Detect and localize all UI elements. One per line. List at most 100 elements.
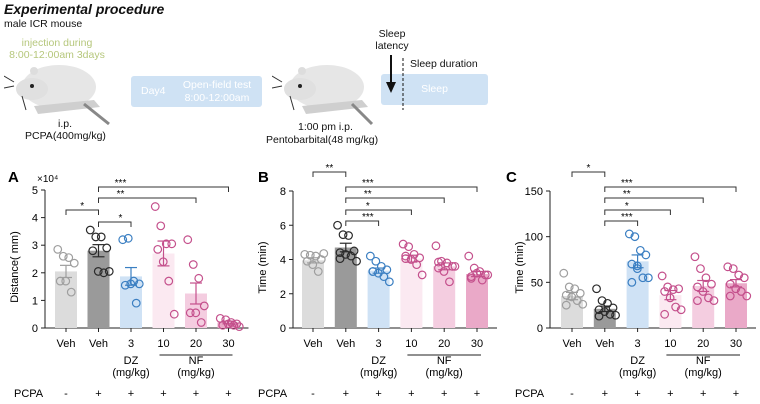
- data-point: [592, 284, 601, 294]
- dz-unit: (mg/kg): [360, 367, 397, 379]
- significance-label: *: [586, 163, 590, 174]
- data-point: [96, 232, 106, 242]
- mouse-illustration-1: [4, 65, 110, 126]
- pcpa-sign: +: [343, 388, 349, 400]
- data-point: [693, 296, 702, 306]
- data-point: [603, 298, 612, 308]
- data-point: [64, 253, 74, 263]
- x-tick-label: 20: [190, 338, 202, 350]
- data-point: [352, 256, 361, 266]
- pcpa-sign: +: [193, 388, 199, 400]
- data-point: [564, 282, 574, 292]
- pcpa-sign: +: [375, 388, 381, 400]
- data-point: [153, 244, 163, 254]
- data-point: [635, 245, 645, 255]
- significance-bracket: [604, 197, 704, 203]
- data-point: [398, 239, 408, 249]
- data-point: [66, 287, 76, 297]
- y-tick-label: 0: [32, 323, 38, 335]
- x-tick-label: Veh: [304, 338, 323, 350]
- data-point: [118, 235, 128, 245]
- data-point: [335, 248, 345, 258]
- y-tick-label: 1: [32, 295, 38, 307]
- ip-label-1: i.p.: [58, 118, 73, 130]
- x-tick-label: 30: [471, 338, 483, 350]
- pcpa-sign: +: [667, 388, 673, 400]
- data-point: [412, 260, 422, 270]
- data-point: [123, 233, 133, 243]
- pcpa-sign: +: [408, 388, 414, 400]
- y-tick-label: 150: [525, 186, 543, 198]
- injection-line-1: injection during: [21, 37, 93, 49]
- data-point: [448, 261, 457, 271]
- data-point: [660, 309, 670, 319]
- data-point: [736, 287, 746, 296]
- data-point: [404, 242, 414, 252]
- significance-label: *: [119, 213, 123, 224]
- data-point: [611, 310, 620, 320]
- data-point: [605, 309, 615, 319]
- sleep-box: Sleep: [381, 74, 488, 105]
- data-point: [693, 282, 702, 292]
- y-tick-label: 50: [531, 277, 543, 289]
- data-point: [657, 271, 667, 281]
- significance-bracket: [604, 209, 671, 215]
- y-axis-label: Time (min): [257, 241, 269, 293]
- data-point: [196, 318, 206, 327]
- x-tick-label: 3: [376, 338, 382, 350]
- data-point: [725, 291, 735, 301]
- data-point: [709, 296, 719, 306]
- data-point: [630, 232, 640, 242]
- pcpa-dose-label: PCPA(400mg/kg): [25, 130, 106, 142]
- data-point: [707, 279, 716, 289]
- data-point: [559, 268, 569, 278]
- x-tick-label: Veh: [563, 338, 582, 350]
- significance-bracket: [312, 171, 347, 177]
- pcpa-sign: +: [474, 388, 480, 400]
- nf-label: NF: [437, 355, 452, 367]
- data-point: [164, 276, 174, 286]
- nf-unit: (mg/kg): [685, 367, 722, 379]
- sleep-latency-label: Sleep latency: [366, 28, 418, 52]
- x-tick-label: Veh: [57, 338, 76, 350]
- pcpa-sign: +: [160, 388, 166, 400]
- data-point: [131, 298, 141, 308]
- x-tick-label: 30: [730, 338, 742, 350]
- data-point: [674, 284, 684, 294]
- bar-c-5: [725, 283, 747, 328]
- significance-bracket: [98, 221, 132, 227]
- day4-label: Day4: [141, 85, 166, 97]
- pcpa-sign: +: [225, 388, 231, 400]
- nf-unit: (mg/kg): [177, 367, 214, 379]
- nf-label: NF: [696, 355, 711, 367]
- significance-label: *: [625, 201, 629, 212]
- significance-label: ***: [621, 178, 633, 189]
- pcpa-sign: +: [95, 388, 101, 400]
- data-point: [104, 267, 114, 276]
- mouse-illustration-2: [272, 65, 374, 126]
- data-point: [344, 231, 353, 240]
- pentobarbital-label: Pentobarbital(48 mg/kg): [266, 134, 379, 146]
- ip-label-2: 1:00 pm i.p.: [298, 121, 353, 133]
- sleep-latency-line-1: Sleep: [378, 28, 406, 40]
- data-point: [725, 279, 735, 289]
- sleep-latency-line-2: latency: [375, 40, 409, 52]
- data-point: [696, 264, 705, 274]
- data-point: [58, 251, 68, 261]
- sleep-box-label: Sleep: [421, 83, 448, 95]
- pcpa-sign: +: [634, 388, 640, 400]
- bar-b-4: [433, 266, 456, 328]
- y-tick-label: 0: [537, 323, 543, 335]
- bar-a-1: [87, 250, 110, 328]
- pcpa-sign: +: [700, 388, 706, 400]
- data-point: [660, 287, 670, 296]
- bar-c-4: [692, 285, 715, 328]
- significance-bracket: [98, 197, 197, 203]
- significance-label: ***: [362, 212, 374, 223]
- significance-bracket: [345, 197, 445, 203]
- data-point: [93, 267, 103, 276]
- data-point: [85, 225, 95, 235]
- procedure-subtitle: male ICR mouse: [4, 18, 83, 30]
- openfield-line-1: Open-field test: [182, 79, 252, 91]
- significance-bracket: [345, 186, 478, 192]
